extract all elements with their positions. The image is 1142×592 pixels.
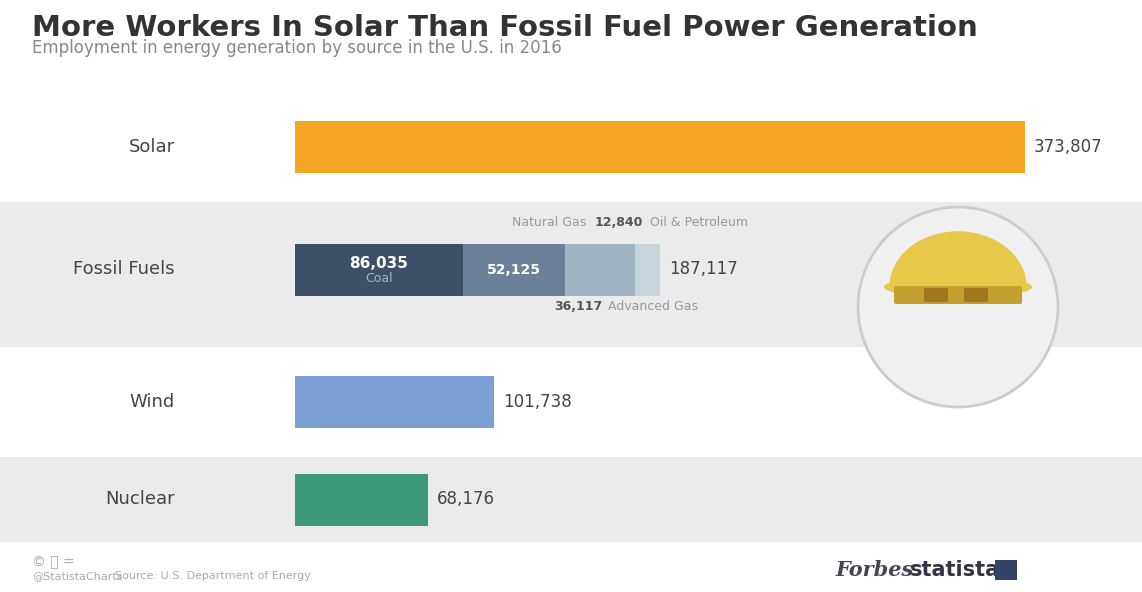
Polygon shape xyxy=(890,232,1026,287)
Ellipse shape xyxy=(884,276,1032,298)
Text: 187,117: 187,117 xyxy=(669,260,738,278)
Text: 36,117: 36,117 xyxy=(554,300,602,313)
Text: statista: statista xyxy=(910,560,1000,580)
Bar xyxy=(295,121,1026,173)
Text: Oil & Petroleum: Oil & Petroleum xyxy=(646,217,748,230)
Text: Advanced Gas: Advanced Gas xyxy=(604,300,698,313)
Text: Natural Gas: Natural Gas xyxy=(512,217,586,230)
Circle shape xyxy=(858,207,1057,407)
Text: Solar: Solar xyxy=(129,138,175,156)
Text: Wind: Wind xyxy=(130,393,175,411)
Bar xyxy=(295,376,493,428)
Text: 373,807: 373,807 xyxy=(1034,138,1103,156)
Text: Forbes: Forbes xyxy=(835,560,914,580)
Text: More Workers In Solar Than Fossil Fuel Power Generation: More Workers In Solar Than Fossil Fuel P… xyxy=(32,14,978,42)
Bar xyxy=(0,92,1142,202)
Bar xyxy=(0,202,1142,347)
FancyBboxPatch shape xyxy=(894,286,1022,304)
Text: Source: U.S. Department of Energy: Source: U.S. Department of Energy xyxy=(115,571,311,581)
Bar xyxy=(635,243,660,295)
Text: Fossil Fuels: Fossil Fuels xyxy=(73,260,175,278)
Bar xyxy=(463,243,565,295)
Text: 101,738: 101,738 xyxy=(502,393,571,411)
Text: 68,176: 68,176 xyxy=(437,491,496,509)
Bar xyxy=(0,0,1142,92)
Text: 52,125: 52,125 xyxy=(486,262,541,276)
Bar xyxy=(0,457,1142,542)
Bar xyxy=(0,347,1142,457)
Bar xyxy=(295,474,428,526)
Text: Employment in energy generation by source in the U.S. in 2016: Employment in energy generation by sourc… xyxy=(32,39,562,57)
Bar xyxy=(0,542,1142,592)
Bar xyxy=(995,560,1018,580)
Text: @StatistaCharts: @StatistaCharts xyxy=(32,571,122,581)
Text: 12,840: 12,840 xyxy=(595,217,643,230)
Bar xyxy=(565,243,635,295)
Text: S: S xyxy=(1002,563,1011,577)
FancyBboxPatch shape xyxy=(964,288,988,302)
FancyBboxPatch shape xyxy=(924,288,948,302)
Text: 86,035: 86,035 xyxy=(349,256,409,271)
Text: Coal: Coal xyxy=(365,272,393,285)
Bar xyxy=(295,243,463,295)
Text: Nuclear: Nuclear xyxy=(105,491,175,509)
Text: © ⓘ =: © ⓘ = xyxy=(32,555,74,569)
